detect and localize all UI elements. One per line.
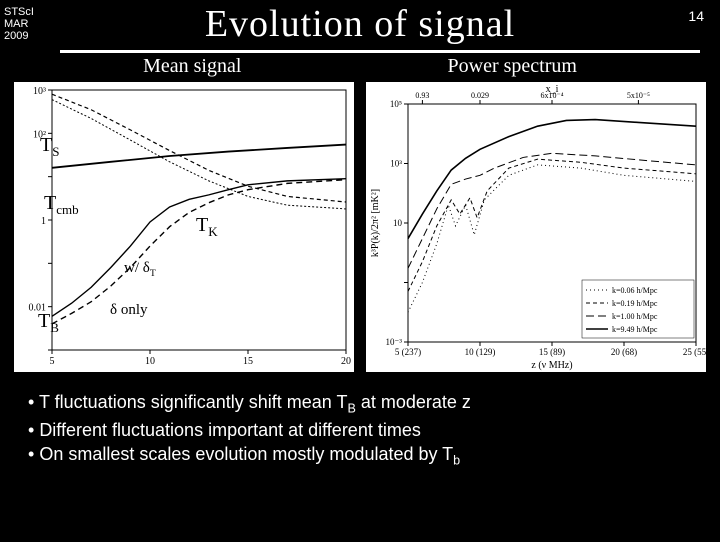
chart-overlay-label: Tcmb <box>44 192 79 218</box>
subtitles: Mean signal Power spectrum <box>40 55 680 78</box>
corner-line3: 2009 <box>4 30 34 42</box>
bullet-item: T fluctuations significantly shift mean … <box>28 390 692 418</box>
svg-text:15 (89): 15 (89) <box>539 347 565 357</box>
svg-text:10⁻³: 10⁻³ <box>386 337 403 347</box>
svg-text:z (ν MHz): z (ν MHz) <box>531 360 572 371</box>
bullet-item: Different fluctuations important at diff… <box>28 418 692 442</box>
corner-line2: MAR <box>4 18 34 30</box>
svg-text:10: 10 <box>145 356 155 367</box>
svg-text:k=9.49 h/Mpc: k=9.49 h/Mpc <box>612 325 658 334</box>
svg-text:20: 20 <box>341 356 351 367</box>
chart-overlay-label: δ only <box>110 302 148 319</box>
svg-text:15: 15 <box>243 356 253 367</box>
svg-text:10³: 10³ <box>390 159 402 169</box>
svg-text:0.93: 0.93 <box>415 91 429 100</box>
bullet-list: T fluctuations significantly shift mean … <box>28 390 692 469</box>
subtitle-left: Mean signal <box>143 55 241 78</box>
charts-row: 0.01110²10³5101520 TSTcmbTKTBw/ δTδ only… <box>14 82 706 372</box>
title-rule <box>60 50 700 53</box>
corner-line1: STScI <box>4 6 34 18</box>
corner-label: STScI MAR 2009 <box>4 6 34 42</box>
power-spectrum-svg: x_i0.930.0296x10⁻⁴5x10⁻⁵10⁻³1010³10⁵k³P(… <box>366 82 706 372</box>
chart-overlay-label: TK <box>196 214 218 240</box>
svg-text:k=0.19 h/Mpc: k=0.19 h/Mpc <box>612 299 658 308</box>
svg-text:k=0.06 h/Mpc: k=0.06 h/Mpc <box>612 286 658 295</box>
svg-text:10 (129): 10 (129) <box>465 347 496 357</box>
power-spectrum-chart: x_i0.930.0296x10⁻⁴5x10⁻⁵10⁻³1010³10⁵k³P(… <box>366 82 706 372</box>
svg-text:0.029: 0.029 <box>471 91 489 100</box>
chart-overlay-label: w/ δT <box>124 260 156 279</box>
svg-text:k³P(k)/2π² [mK²]: k³P(k)/2π² [mK²] <box>370 189 381 257</box>
svg-text:5 (237): 5 (237) <box>395 347 421 357</box>
subtitle-right: Power spectrum <box>448 55 577 78</box>
svg-text:k=1.00 h/Mpc: k=1.00 h/Mpc <box>612 312 658 321</box>
svg-text:10: 10 <box>393 218 403 228</box>
mean-signal-svg: 0.01110²10³5101520 <box>14 82 354 372</box>
mean-signal-chart: 0.01110²10³5101520 TSTcmbTKTBw/ δTδ only <box>14 82 354 372</box>
slide-number: 14 <box>688 8 704 24</box>
svg-text:25 (55): 25 (55) <box>683 347 706 357</box>
chart-overlay-label: TS <box>40 134 59 160</box>
svg-text:10⁵: 10⁵ <box>390 99 402 109</box>
svg-text:5x10⁻⁵: 5x10⁻⁵ <box>627 91 650 100</box>
page-title: Evolution of signal <box>0 2 720 46</box>
bullet-item: On smallest scales evolution mostly modu… <box>28 442 692 470</box>
svg-text:10³: 10³ <box>33 86 46 97</box>
svg-text:20 (68): 20 (68) <box>611 347 637 357</box>
svg-text:6x10⁻⁴: 6x10⁻⁴ <box>540 91 563 100</box>
svg-text:5: 5 <box>50 356 55 367</box>
chart-overlay-label: TB <box>38 310 59 336</box>
